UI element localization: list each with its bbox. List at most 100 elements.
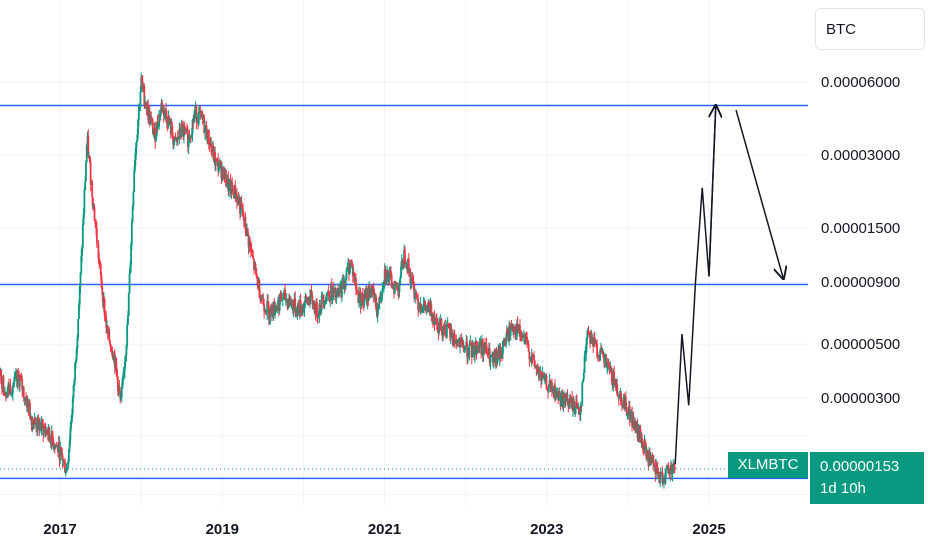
candle-body: [180, 124, 183, 137]
candle-body: [652, 461, 655, 466]
candle-body: [251, 250, 254, 257]
candle-body: [305, 296, 308, 298]
candle-body: [240, 201, 243, 209]
candle-body: [267, 305, 270, 319]
candle-body: [264, 310, 267, 314]
candle-body: [673, 464, 675, 467]
candle-series: [0, 72, 676, 489]
candle-body: [506, 330, 509, 334]
candle-body: [357, 293, 360, 303]
candle-body: [76, 337, 79, 349]
candle-body: [632, 416, 635, 426]
candle-body: [67, 449, 70, 462]
candle-body: [174, 136, 177, 139]
candle-body: [126, 324, 129, 346]
candle-body: [284, 300, 287, 302]
candle-body: [427, 303, 430, 313]
candle-body: [655, 466, 658, 475]
candle-body: [168, 116, 171, 124]
candle-body: [609, 367, 612, 370]
projection-down-arrow[interactable]: [735, 109, 783, 279]
candle-body: [123, 370, 125, 374]
candle-body: [181, 124, 184, 127]
candle-body: [488, 348, 491, 363]
candle-body: [526, 336, 528, 343]
price-axis[interactable]: 0.00006000 0.00003000 0.00001500 0.00000900…: [810, 0, 932, 550]
candle-body: [377, 308, 380, 310]
price-tick-label: 0.00001500: [821, 220, 900, 237]
candle-body: [482, 348, 485, 357]
candle-body: [77, 319, 80, 338]
candle-body: [189, 136, 192, 140]
candle-body: [183, 127, 186, 129]
candle-body: [351, 261, 353, 265]
candle-body: [281, 298, 284, 300]
projection-up-arrow[interactable]: [708, 106, 716, 277]
candle-body: [95, 228, 98, 243]
currency-label[interactable]: BTC: [815, 8, 925, 50]
candle-body: [70, 421, 73, 428]
candle-body: [572, 398, 575, 408]
candle-body: [530, 355, 533, 360]
candle-body: [225, 185, 228, 187]
candle-body: [109, 341, 111, 346]
candle-body: [203, 117, 206, 134]
candle-body: [613, 371, 616, 383]
candle-body: [151, 119, 153, 122]
candle-body: [187, 135, 190, 147]
time-tick-label: 2025: [692, 521, 725, 538]
candle-body: [393, 282, 396, 294]
candle-body: [420, 303, 423, 313]
candle-body: [595, 342, 598, 344]
candle-body: [626, 413, 629, 416]
candle-body: [29, 403, 31, 418]
candle-body: [278, 299, 281, 311]
candle-body: [582, 372, 585, 380]
candle-body: [134, 147, 137, 160]
candle-body: [505, 337, 507, 346]
candle-body: [519, 334, 522, 336]
candle-body: [334, 287, 337, 298]
candle-body: [533, 360, 536, 367]
candle-body: [422, 303, 425, 311]
time-axis[interactable]: 2017 2019 2021 2023 2025: [43, 521, 725, 538]
candle-body: [590, 335, 593, 338]
candle-body: [473, 344, 476, 356]
candle-body: [353, 273, 356, 282]
candle-body: [216, 159, 219, 161]
candle-body: [101, 287, 104, 295]
candle-body: [316, 317, 319, 319]
candle-body: [337, 290, 339, 292]
candle-body: [60, 448, 63, 456]
candle-body: [93, 207, 96, 221]
candle-body: [363, 294, 366, 305]
candle-body: [552, 390, 555, 392]
candle-body: [489, 356, 492, 363]
candle-body: [650, 457, 653, 460]
candle-body: [555, 392, 558, 394]
candle-body: [255, 268, 258, 276]
candle-body: [576, 404, 579, 409]
horizontal-levels[interactable]: [0, 104, 808, 480]
candle-body: [74, 363, 76, 381]
candle-body: [390, 272, 392, 275]
candle-body: [440, 319, 443, 331]
candle-body: [159, 109, 162, 117]
candle-body: [326, 294, 329, 296]
candle-body: [40, 420, 43, 430]
candle-body: [103, 299, 106, 317]
candle-body: [551, 381, 553, 391]
candle-body: [444, 324, 447, 335]
candle-body: [450, 329, 453, 333]
candle-body: [446, 324, 448, 337]
candle-body: [653, 465, 656, 467]
projection-drawing[interactable]: [674, 106, 783, 465]
candle-body: [485, 344, 488, 354]
candle-body: [493, 353, 496, 356]
candle-body: [525, 335, 528, 337]
candle-body: [105, 316, 108, 328]
candle-body: [448, 326, 451, 329]
candle-body: [656, 468, 659, 474]
candle-body: [232, 189, 234, 192]
